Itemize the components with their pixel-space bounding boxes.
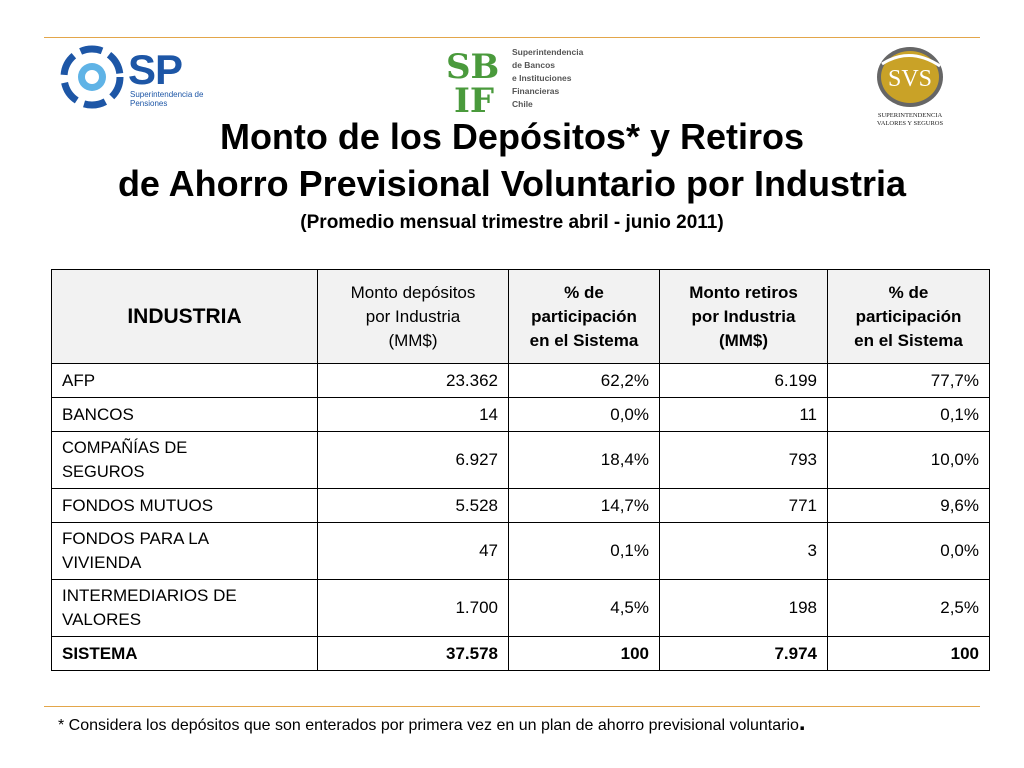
bottom-divider [44,706,980,707]
sbif-letters-bottom: IF [454,81,494,114]
cell-depositos: 1.700 [317,579,509,637]
cell-pct-retiros: 0,0% [827,522,990,580]
table-row: FONDOS MUTUOS 5.528 14,7% 771 9,6% [51,488,990,523]
table-total-row: SISTEMA 37.578 100 7.974 100 [51,636,990,671]
cell-depositos: 6.927 [317,431,509,489]
header-line: por Industria [691,306,796,326]
sbif-logo-line: Superintendencia [512,47,584,57]
cell-retiros: 198 [659,579,828,637]
cell-pct-depositos: 18,4% [508,431,660,489]
cell-industria-line: FONDOS PARA LA [62,529,210,548]
cell-pct-depositos: 4,5% [508,579,660,637]
footnote-end: . [798,709,806,736]
cell-industria: COMPAÑÍAS DE SEGUROS [51,431,318,489]
cell-pct-retiros: 9,6% [827,488,990,523]
sbif-logo-line: e Instituciones [512,73,572,83]
cell-industria-line: SEGUROS [62,463,145,481]
cell-industria-total: SISTEMA [51,636,318,671]
header-pct-retiros: % de participación en el Sistema [827,269,990,364]
cell-retiros: 771 [659,488,828,523]
header-line: participación [855,306,962,326]
svs-logo-letters: SVS [888,66,932,92]
top-divider [44,37,980,38]
cell-depositos-total: 37.578 [317,636,509,671]
cell-depositos: 5.528 [317,488,509,523]
cell-pct-retiros: 10,0% [827,431,990,489]
cell-pct-retiros-total: 100 [827,636,990,671]
cell-pct-depositos: 62,2% [508,363,660,398]
cell-retiros: 11 [659,397,828,432]
cell-depositos: 23.362 [317,363,509,398]
sbif-letters-icon: SB IF [446,47,499,114]
header-line: en el Sistema [529,330,639,350]
table-row: BANCOS 14 0,0% 11 0,1% [51,397,990,432]
cell-industria-line: VIVIENDA [62,553,142,572]
cell-pct-retiros: 0,1% [827,397,990,432]
header-line: Monto retiros [689,282,798,302]
cell-industria: FONDOS MUTUOS [51,488,318,523]
header-line: (MM$) [718,330,769,350]
table-row: FONDOS PARA LA VIVIENDA 47 0,1% 3 0,0% [51,522,990,580]
cell-industria: BANCOS [51,397,318,432]
cell-pct-depositos-total: 100 [508,636,660,671]
header-line: en el Sistema [854,330,963,350]
sbif-logo: SB IF Superintendencia de Bancos e Insti… [446,44,586,114]
cell-industria-line: INTERMEDIARIOS DE [62,586,237,605]
cell-industria: INTERMEDIARIOS DE VALORES [51,579,318,637]
cell-industria-line: VALORES [62,610,142,629]
cell-pct-depositos: 0,0% [508,397,660,432]
svs-logo: SVS SUPERINTENDENCIA VALORES Y SEGUROS [868,44,952,132]
footnote-text: * Considera los depósitos que son entera… [58,717,799,734]
cell-industria-line: COMPAÑÍAS DE [62,439,188,457]
sbif-logo-subtitle: Superintendencia de Bancos e Institucion… [512,46,586,111]
cell-retiros: 3 [659,522,828,580]
sp-logo-subtitle-line: Superintendencia de [130,90,204,99]
deposits-withdrawals-table: INDUSTRIA Monto depósitos por Industria … [51,269,990,671]
table-row: COMPAÑÍAS DE SEGUROS 6.927 18,4% 793 10,… [51,431,990,489]
footnote: * Considera los depósitos que son entera… [58,709,806,737]
sp-logo-letters: SP [128,46,183,93]
table-header-row: INDUSTRIA Monto depósitos por Industria … [51,269,990,364]
cell-industria: AFP [51,363,318,398]
page-title-line-1: Monto de los Depósitos* y Retiros [219,116,805,157]
svs-logo-line: SUPERINTENDENCIA [877,112,943,119]
header-line: % de [564,282,604,302]
sp-logo-subtitle: Superintendencia de Pensiones [130,90,230,108]
header-pct-depositos: % de participación en el Sistema [508,269,660,364]
header-line: % de [888,282,929,302]
cell-pct-depositos: 14,7% [508,488,660,523]
header-line: (MM$) [388,330,438,350]
cell-pct-retiros: 77,7% [827,363,990,398]
header-line: Monto depósitos [350,282,476,302]
sp-logo: SP Superintendencia de Pensiones [58,44,228,110]
header-industria: INDUSTRIA [51,269,318,364]
sbif-letters-top: SB [446,47,499,87]
cell-retiros: 793 [659,431,828,489]
cell-retiros-total: 7.974 [659,636,828,671]
sp-emblem-icon [60,45,124,109]
cell-depositos: 14 [317,397,509,432]
header-line: por Industria [365,306,461,326]
table-row: INTERMEDIARIOS DE VALORES 1.700 4,5% 198… [51,579,990,637]
sbif-logo-line: Financieras [512,86,560,96]
sbif-logo-line: de Bancos [512,60,555,70]
sbif-logo-line: Chile [512,99,533,109]
header-monto-retiros: Monto retiros por Industria (MM$) [659,269,828,364]
header-line: participación [531,306,637,326]
svs-logo-line: VALORES Y SEGUROS [876,120,944,127]
table-row: AFP 23.362 62,2% 6.199 77,7% [51,363,990,398]
cell-pct-depositos: 0,1% [508,522,660,580]
header-monto-depositos: Monto depósitos por Industria (MM$) [317,269,509,364]
page-title-line-2: de Ahorro Previsional Voluntario por Ind… [117,163,907,204]
cell-retiros: 6.199 [659,363,828,398]
svs-logo-subtitle: SUPERINTENDENCIA VALORES Y SEGUROS [868,112,952,128]
svs-emblem-icon: SVS [877,47,943,107]
sp-logo-subtitle-line: Pensiones [130,99,168,108]
cell-pct-retiros: 2,5% [827,579,990,637]
cell-depositos: 47 [317,522,509,580]
cell-industria: FONDOS PARA LA VIVIENDA [51,522,318,580]
page-subtitle: (Promedio mensual trimestre abril - juni… [300,212,724,233]
